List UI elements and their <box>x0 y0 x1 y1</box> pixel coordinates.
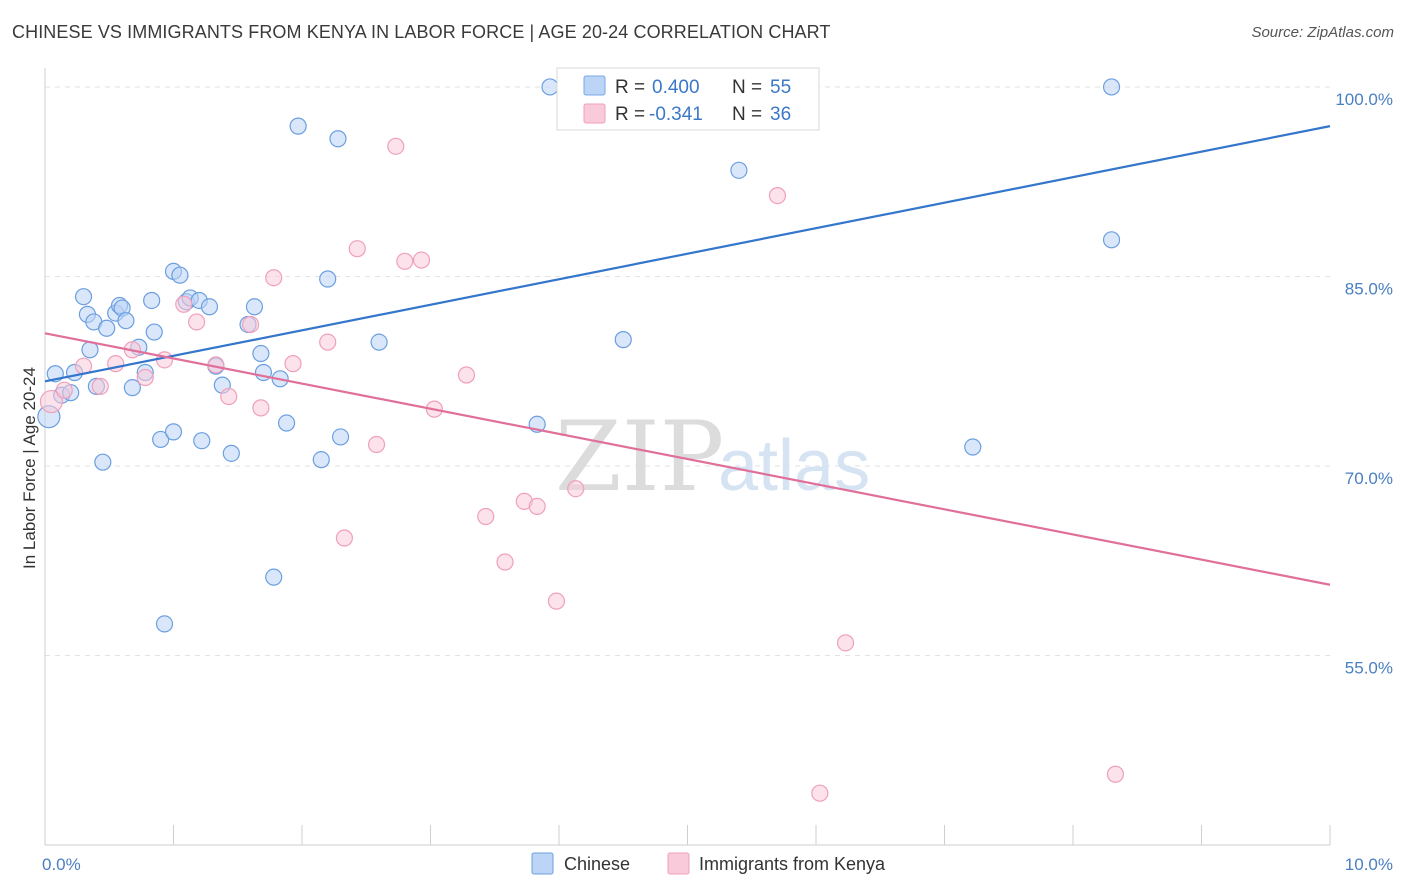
point-0-19 <box>143 291 161 310</box>
point-1-26 <box>496 553 514 571</box>
watermark-atlas: atlas <box>718 426 870 506</box>
point-0-54 <box>1102 78 1121 96</box>
point-0-16 <box>123 379 141 397</box>
point-1-12 <box>242 315 260 334</box>
y-tick-label-3: 100.0% <box>1335 90 1393 109</box>
x-tick-label-1: 10.0% <box>1345 855 1393 874</box>
point-0-29 <box>193 432 211 450</box>
legend-swatch-kenya <box>584 104 605 123</box>
point-1-6 <box>136 368 154 387</box>
source-label: Source: ZipAtlas.com <box>1251 24 1394 41</box>
point-1-20 <box>387 137 405 155</box>
point-1-19 <box>367 435 386 454</box>
watermark-zip: ZIP <box>555 401 724 513</box>
point-1-34 <box>836 634 855 652</box>
legend-r-label-2: R = <box>615 104 645 125</box>
point-1-15 <box>284 355 302 373</box>
legend-swatch-chinese <box>584 76 605 95</box>
point-1-30 <box>567 480 585 498</box>
point-0-38 <box>265 568 283 586</box>
point-0-48 <box>541 78 559 96</box>
point-1-13 <box>252 399 270 417</box>
y-tick-label-0: 55.0% <box>1345 658 1393 677</box>
point-1-1 <box>55 381 73 399</box>
point-0-42 <box>312 451 330 469</box>
point-1-22 <box>412 251 431 269</box>
legend-n-value-2: 36 <box>770 104 791 125</box>
point-1-3 <box>91 377 109 395</box>
point-0-44 <box>329 130 347 148</box>
series-label-kenya: Immigrants from Kenya <box>699 854 886 874</box>
point-1-0 <box>39 389 64 414</box>
point-0-10 <box>94 453 112 471</box>
x-tick-label-0: 0.0% <box>42 855 81 874</box>
point-0-45 <box>331 428 350 446</box>
point-1-32 <box>768 187 787 205</box>
legend-n-value-1: 55 <box>770 77 791 98</box>
point-1-17 <box>335 529 354 547</box>
point-0-25 <box>171 266 189 284</box>
correlation-legend: R = 0.400 N = 55 R = -0.341 N = 36 <box>556 67 820 131</box>
tick-labels: 55.0% 70.0% 85.0% 100.0% 0.0% 10.0% <box>42 90 1393 874</box>
trend-line-0 <box>44 125 1331 383</box>
point-0-46 <box>370 333 388 351</box>
legend-r-label-1: R = <box>615 77 645 98</box>
legend-n-label-2: N = <box>732 104 762 125</box>
point-1-28 <box>528 497 546 516</box>
point-0-43 <box>319 270 337 288</box>
point-0-5 <box>74 288 93 306</box>
point-0-41 <box>289 117 307 135</box>
point-1-11 <box>220 387 238 406</box>
series-legend: Chinese Immigrants from Kenya <box>531 852 886 875</box>
series-points-0 <box>37 78 1121 633</box>
point-0-50 <box>614 331 632 349</box>
point-0-40 <box>277 414 296 432</box>
grid <box>45 86 1330 656</box>
series-swatch-kenya-border <box>667 852 690 875</box>
legend-r-value-1: 0.400 <box>652 77 700 98</box>
point-0-51 <box>730 161 748 179</box>
y-tick-label-2: 85.0% <box>1345 279 1393 298</box>
point-1-33 <box>811 784 829 802</box>
trend-lines <box>44 125 1331 586</box>
legend-r-value-2: -0.341 <box>649 104 703 125</box>
point-0-33 <box>222 444 240 462</box>
point-1-8 <box>175 295 193 313</box>
axes <box>44 68 1331 846</box>
point-1-25 <box>477 507 495 526</box>
point-1-24 <box>457 366 476 384</box>
trend-line-1 <box>44 332 1331 586</box>
point-0-30 <box>200 298 219 316</box>
series-swatch-chinese <box>532 853 553 874</box>
point-0-21 <box>152 430 170 449</box>
point-0-15 <box>117 312 135 330</box>
series-swatch-chinese-border <box>531 852 554 875</box>
y-axis-title: In Labor Force | Age 20-24 <box>20 367 39 569</box>
legend-n-label-1: N = <box>732 77 762 98</box>
point-1-35 <box>1106 765 1125 783</box>
point-0-23 <box>164 423 183 441</box>
point-0-53 <box>1102 231 1121 249</box>
series-label-chinese: Chinese <box>564 854 630 874</box>
point-1-9 <box>188 313 206 331</box>
chart-title: CHINESE VS IMMIGRANTS FROM KENYA IN LABO… <box>12 22 831 42</box>
legend-swatch-kenya-border <box>583 103 606 124</box>
point-0-35 <box>245 298 264 316</box>
point-1-14 <box>265 269 283 287</box>
point-1-21 <box>396 252 414 270</box>
point-0-36 <box>252 344 270 363</box>
point-0-11 <box>98 319 116 337</box>
point-1-16 <box>319 333 337 351</box>
series-swatch-kenya <box>668 853 689 874</box>
point-0-22 <box>155 615 174 633</box>
y-tick-label-1: 70.0% <box>1345 469 1393 488</box>
legend-swatch-chinese-border <box>583 75 606 96</box>
point-1-29 <box>547 592 566 610</box>
point-0-52 <box>964 438 982 456</box>
point-1-7 <box>155 351 174 369</box>
point-0-20 <box>145 323 163 341</box>
point-1-18 <box>348 240 366 258</box>
